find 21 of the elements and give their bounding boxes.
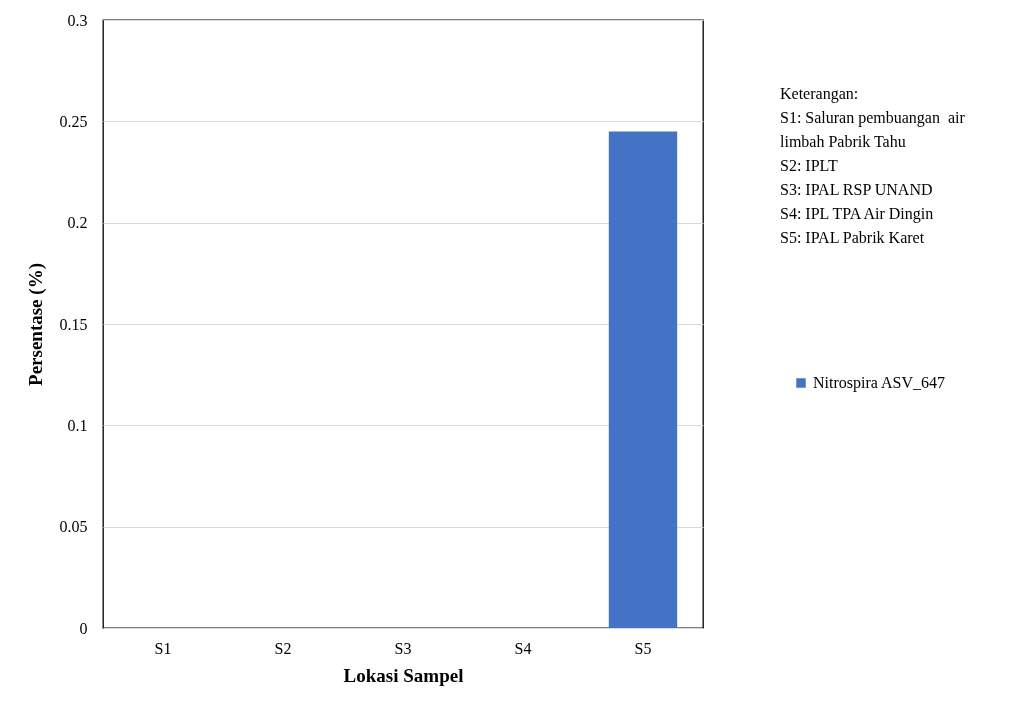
y-tick-label: 0 <box>79 619 88 637</box>
y-tick-label: 0.2 <box>67 214 88 232</box>
x-axis-title: Lokasi Sampel <box>343 664 464 686</box>
text: S3: IPAL RSP UNAND <box>780 180 934 200</box>
text: S2: IPLT <box>780 156 839 176</box>
y-tick-label: 0.15 <box>59 315 88 333</box>
x-tick-label: S4 <box>514 639 532 657</box>
y-tick-label: 0.25 <box>59 112 88 130</box>
text: S4: IPL TPA Air Dingin <box>780 204 935 225</box>
x-tick-label: S3 <box>394 639 412 657</box>
text: S5: IPAL Pabrik Karet <box>780 228 926 248</box>
x-tick-label: S5 <box>634 639 652 657</box>
text: S1: Saluran pembuangan air limbah Pabrik Tahu <box>780 108 966 152</box>
legend-label: Nitrospira ASV_647 <box>813 374 945 392</box>
y-tick-label: 0.05 <box>59 518 88 536</box>
x-tick-label: S2 <box>274 639 292 657</box>
y-tick-label: 0.1 <box>67 416 88 434</box>
y-tick-label: 0.3 <box>67 11 88 29</box>
x-tick-label: S1 <box>154 639 172 657</box>
y-axis-title: Persentase (%) <box>24 263 47 386</box>
text: Keterangan: <box>780 84 860 105</box>
